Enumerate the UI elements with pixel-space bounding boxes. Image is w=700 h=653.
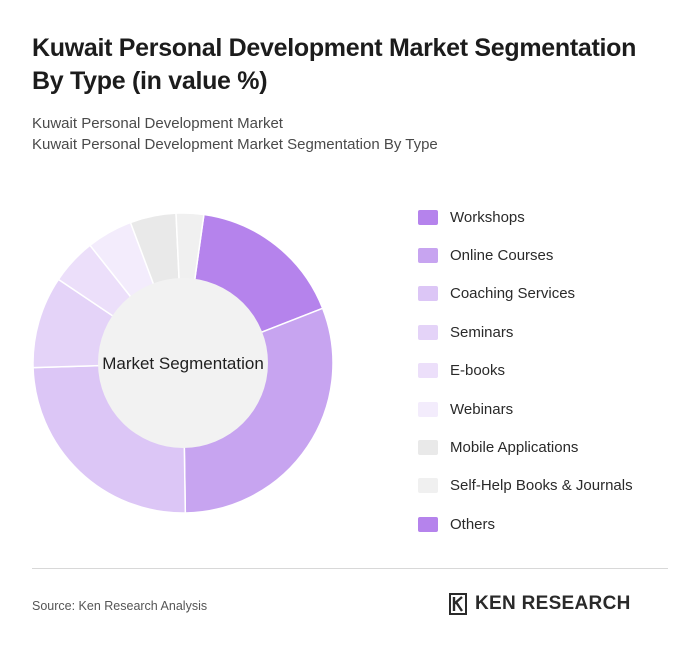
legend-swatch xyxy=(418,286,438,302)
legend-label: Self-Help Books & Journals xyxy=(450,477,633,495)
legend-swatch xyxy=(418,478,438,494)
donut-center xyxy=(98,278,268,448)
legend-label: Mobile Applications xyxy=(450,439,579,457)
legend-item-self-help-books-journals: Self-Help Books & Journals xyxy=(418,467,688,505)
legend-item-workshops: Workshops xyxy=(418,198,688,236)
legend-label: Coaching Services xyxy=(450,285,576,303)
legend-item-e-books: E-books xyxy=(418,352,688,390)
legend-label: Online Courses xyxy=(450,247,554,265)
legend-label: Workshops xyxy=(450,208,525,226)
legend-swatch xyxy=(418,324,438,340)
legend-item-mobile-applications: Mobile Applications xyxy=(418,428,688,466)
page-title: Kuwait Personal Development Market Segme… xyxy=(32,34,637,95)
chart-legend: Workshops Online Courses Coaching Services… xyxy=(418,198,688,544)
subtitle-line-2: Kuwait Personal Development Market Segme… xyxy=(32,136,438,153)
legend-item-coaching-services: Coaching Services xyxy=(418,275,688,313)
donut-chart: Market Segmentation xyxy=(32,212,334,514)
legend-label: E-books xyxy=(450,362,506,380)
ken-research-logo: KEN RESEARCH xyxy=(447,592,631,616)
legend-swatch xyxy=(418,209,438,225)
subtitle-line-1: Kuwait Personal Development Market xyxy=(32,115,283,132)
ken-logo-icon xyxy=(449,593,467,615)
legend-label: Seminars xyxy=(450,323,514,341)
legend-swatch xyxy=(418,516,438,532)
legend-swatch xyxy=(418,401,438,417)
center-label: Market Segmentation xyxy=(102,354,264,373)
source-note: Source: Ken Research Analysis xyxy=(32,599,208,613)
legend-item-seminars: Seminars xyxy=(418,313,688,351)
legend-swatch xyxy=(418,248,438,264)
legend-item-others: Others xyxy=(418,505,688,543)
legend-swatch xyxy=(418,440,438,456)
legend-label: Webinars xyxy=(450,400,514,418)
legend-item-webinars: Webinars xyxy=(418,390,688,428)
legend-item-online-courses: Online Courses xyxy=(418,236,688,274)
logo-text: KEN RESEARCH xyxy=(475,593,631,614)
legend-swatch xyxy=(418,363,438,379)
legend-label: Others xyxy=(450,515,496,533)
footer-divider xyxy=(32,568,668,569)
subtitle: Kuwait Personal Development Market Kuwai… xyxy=(32,113,672,155)
